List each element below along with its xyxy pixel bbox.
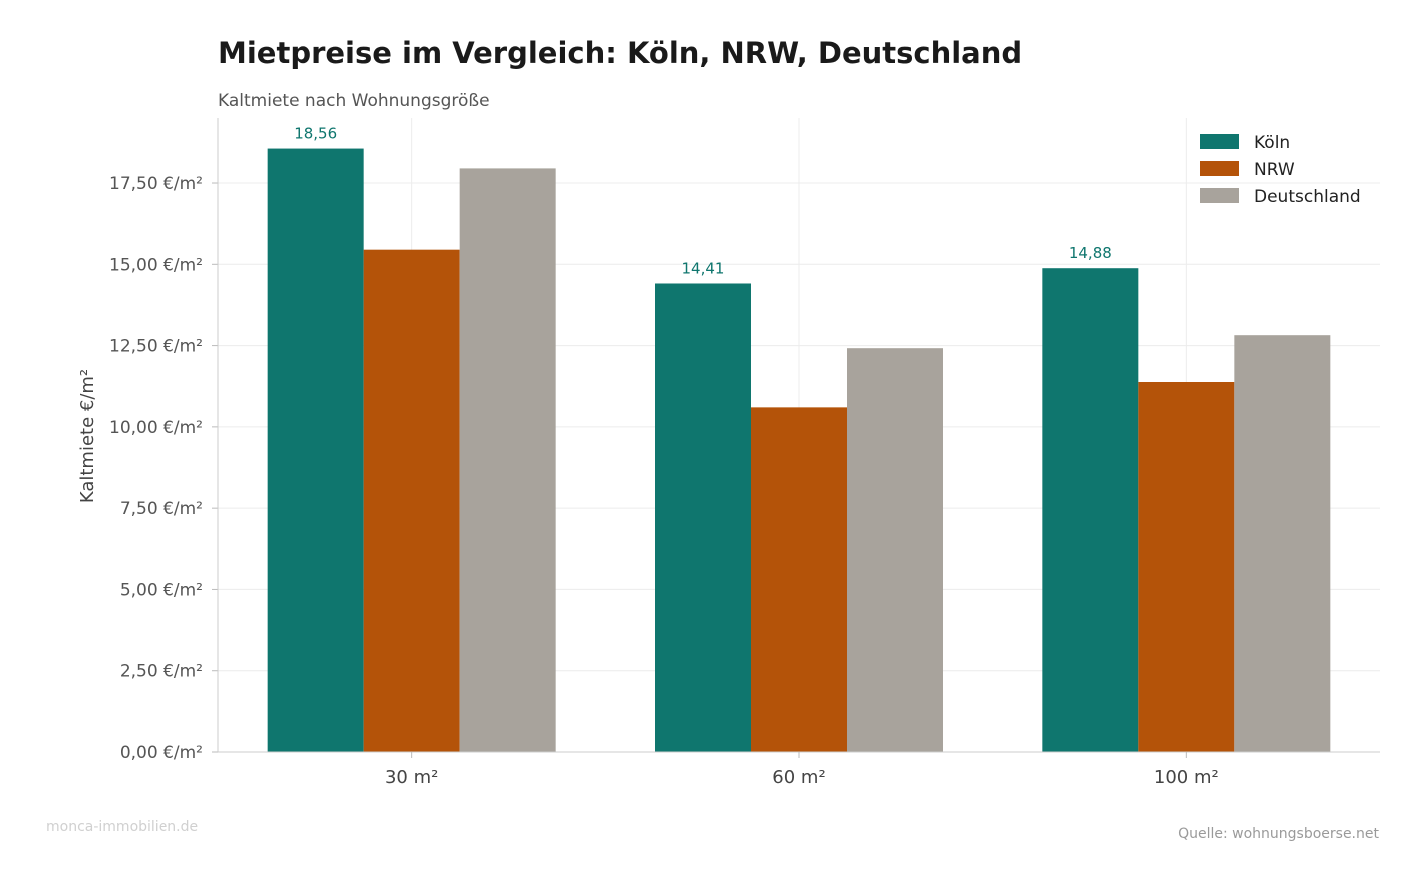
bars: [267, 148, 1331, 752]
y-tick-label-0: 0,00 €/m²: [120, 743, 203, 763]
bar-nrw-1: [751, 407, 847, 752]
legend-label-deutschland: Deutschland: [1254, 187, 1361, 207]
y-tick-label-3: 7,50 €/m²: [120, 499, 203, 519]
bar-deutschland-0: [459, 168, 556, 752]
y-axis-label: Kaltmiete €/m²: [77, 369, 98, 503]
legend-swatch-köln: [1200, 134, 1239, 149]
chart-subtitle: Kaltmiete nach Wohnungsgröße: [218, 91, 490, 111]
legend: Köln NRW Deutschland: [1200, 133, 1361, 207]
y-tick-label-7: 17,50 €/m²: [109, 174, 203, 194]
data-label-köln-2: 14,88: [1069, 244, 1112, 262]
legend-swatch-nrw: [1200, 161, 1239, 176]
bar-köln-0: [267, 148, 364, 752]
x-tick-label-1: 60 m²: [772, 767, 825, 788]
labels: 0,00 €/m² 2,50 €/m² 5,00 €/m² 7,50 €/m² 10,0…: [109, 125, 1219, 788]
x-tick-label-0: 30 m²: [385, 767, 438, 788]
y-tick-label-4: 10,00 €/m²: [109, 418, 203, 438]
legend-swatch-deutschland: [1200, 188, 1239, 203]
bar-köln-2: [1042, 268, 1139, 752]
legend-label-nrw: NRW: [1254, 160, 1295, 180]
data-label-köln-0: 18,56: [294, 125, 337, 143]
y-tick-label-6: 15,00 €/m²: [109, 255, 203, 275]
x-tick-label-2: 100 m²: [1154, 767, 1219, 788]
y-tick-label-1: 2,50 €/m²: [120, 662, 203, 682]
chart-title: Mietpreise im Vergleich: Köln, NRW, Deut…: [218, 36, 1023, 70]
watermark: monca-immobilien.de: [46, 819, 199, 835]
data-label-köln-1: 14,41: [682, 259, 725, 277]
axes: [212, 118, 1380, 758]
bar-nrw-0: [363, 249, 460, 752]
bar-nrw-2: [1138, 382, 1235, 752]
source-note: Quelle: wohnungsboerse.net: [1178, 826, 1379, 842]
bar-köln-1: [655, 283, 751, 752]
bar-deutschland-2: [1234, 335, 1331, 752]
bar-deutschland-1: [847, 348, 943, 752]
y-tick-label-5: 12,50 €/m²: [109, 337, 203, 357]
legend-label-köln: Köln: [1254, 133, 1290, 153]
y-tick-label-2: 5,00 €/m²: [120, 580, 203, 600]
